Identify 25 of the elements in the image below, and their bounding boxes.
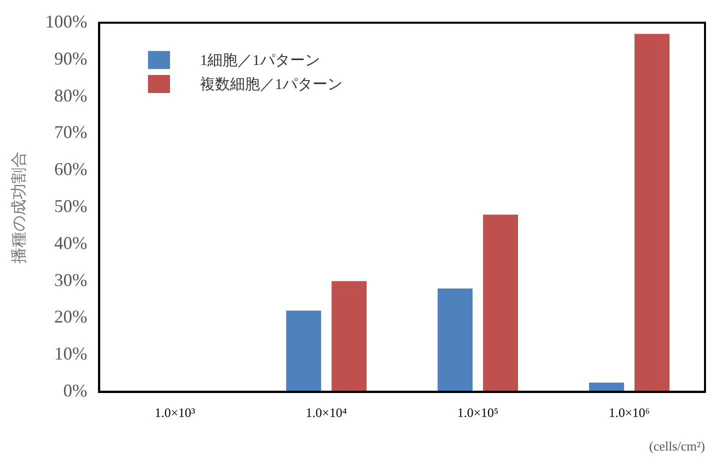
y-tick-label: 20% — [54, 306, 88, 327]
bar — [286, 310, 322, 392]
bar — [483, 214, 518, 392]
x-tick-label: 1.0×10⁴ — [306, 405, 348, 420]
legend-label: 1細胞／1パターン — [200, 52, 320, 70]
y-tick-label: 0% — [63, 380, 88, 401]
y-tick-label: 100% — [45, 12, 88, 32]
bar — [634, 34, 670, 392]
bar — [332, 281, 367, 392]
y-tick-label: 30% — [54, 270, 88, 290]
y-tick-label: 90% — [54, 48, 88, 68]
y-tick-label: 10% — [54, 344, 88, 364]
x-tick-label: 1.0×10³ — [154, 405, 196, 420]
x-axis-title: (cells/cm²) — [649, 438, 705, 454]
y-tick-label: 70% — [54, 122, 88, 142]
bar — [438, 288, 473, 392]
x-tick-label: 1.0×10⁵ — [457, 405, 498, 420]
y-axis-title: 播種の成功割合 — [10, 151, 28, 264]
y-tick-label: 60% — [54, 159, 88, 180]
y-tick-label: 80% — [54, 85, 88, 106]
y-tick-label: 40% — [54, 232, 88, 253]
legend-label: 複数細胞／1パターン — [200, 76, 342, 94]
y-tick-label: 50% — [54, 196, 88, 216]
x-tick-label: 1.0×10⁶ — [608, 405, 650, 420]
bar — [589, 382, 624, 392]
